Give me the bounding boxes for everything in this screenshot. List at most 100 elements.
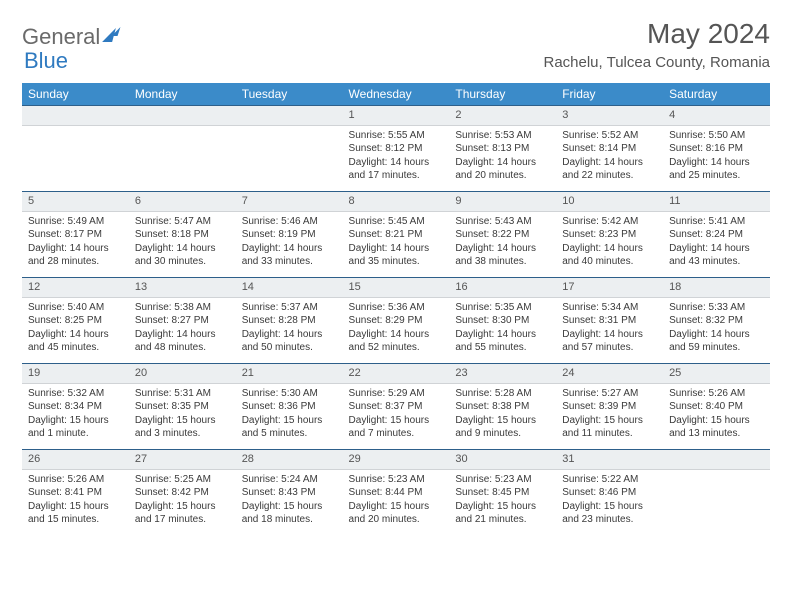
day-number: 21 xyxy=(236,363,343,384)
daylight-text: Daylight: 14 hours xyxy=(135,242,230,256)
day-details: Sunrise: 5:34 AMSunset: 8:31 PMDaylight:… xyxy=(556,298,663,359)
daylight-text: and 3 minutes. xyxy=(135,427,230,441)
daylight-text: Daylight: 14 hours xyxy=(562,242,657,256)
day-number: 12 xyxy=(22,277,129,298)
daylight-text: Daylight: 14 hours xyxy=(562,328,657,342)
sunset-text: Sunset: 8:46 PM xyxy=(562,486,657,500)
calendar-day-cell: 15Sunrise: 5:36 AMSunset: 8:29 PMDayligh… xyxy=(343,277,450,363)
sunrise-text: Sunrise: 5:26 AM xyxy=(669,387,764,401)
daylight-text: and 1 minute. xyxy=(28,427,123,441)
calendar-day-cell: 12Sunrise: 5:40 AMSunset: 8:25 PMDayligh… xyxy=(22,277,129,363)
daylight-text: and 40 minutes. xyxy=(562,255,657,269)
weekday-header: Friday xyxy=(556,83,663,105)
calendar-week-row: 26Sunrise: 5:26 AMSunset: 8:41 PMDayligh… xyxy=(22,449,770,535)
day-details: Sunrise: 5:23 AMSunset: 8:44 PMDaylight:… xyxy=(343,470,450,531)
day-details xyxy=(663,470,770,477)
sunset-text: Sunset: 8:34 PM xyxy=(28,400,123,414)
sunset-text: Sunset: 8:37 PM xyxy=(349,400,444,414)
calendar-day-cell xyxy=(129,105,236,191)
sunset-text: Sunset: 8:13 PM xyxy=(455,142,550,156)
sunset-text: Sunset: 8:17 PM xyxy=(28,228,123,242)
daylight-text: Daylight: 14 hours xyxy=(669,156,764,170)
day-number: 3 xyxy=(556,105,663,126)
day-details: Sunrise: 5:23 AMSunset: 8:45 PMDaylight:… xyxy=(449,470,556,531)
sunset-text: Sunset: 8:40 PM xyxy=(669,400,764,414)
calendar-day-cell: 29Sunrise: 5:23 AMSunset: 8:44 PMDayligh… xyxy=(343,449,450,535)
day-number: 18 xyxy=(663,277,770,298)
sunset-text: Sunset: 8:14 PM xyxy=(562,142,657,156)
sunset-text: Sunset: 8:35 PM xyxy=(135,400,230,414)
sunrise-text: Sunrise: 5:25 AM xyxy=(135,473,230,487)
day-number: 23 xyxy=(449,363,556,384)
calendar-day-cell: 31Sunrise: 5:22 AMSunset: 8:46 PMDayligh… xyxy=(556,449,663,535)
day-details: Sunrise: 5:24 AMSunset: 8:43 PMDaylight:… xyxy=(236,470,343,531)
sunset-text: Sunset: 8:29 PM xyxy=(349,314,444,328)
calendar-week-row: 1Sunrise: 5:55 AMSunset: 8:12 PMDaylight… xyxy=(22,105,770,191)
day-number: 25 xyxy=(663,363,770,384)
day-number: 19 xyxy=(22,363,129,384)
daylight-text: Daylight: 15 hours xyxy=(349,414,444,428)
day-details: Sunrise: 5:26 AMSunset: 8:41 PMDaylight:… xyxy=(22,470,129,531)
sunrise-text: Sunrise: 5:31 AM xyxy=(135,387,230,401)
brand-part2: Blue xyxy=(24,48,68,74)
daylight-text: Daylight: 15 hours xyxy=(669,414,764,428)
sunrise-text: Sunrise: 5:38 AM xyxy=(135,301,230,315)
daylight-text: and 23 minutes. xyxy=(562,513,657,527)
calendar-day-cell: 13Sunrise: 5:38 AMSunset: 8:27 PMDayligh… xyxy=(129,277,236,363)
header: General May 2024 Rachelu, Tulcea County,… xyxy=(22,18,770,71)
day-details: Sunrise: 5:41 AMSunset: 8:24 PMDaylight:… xyxy=(663,212,770,273)
sunrise-text: Sunrise: 5:28 AM xyxy=(455,387,550,401)
day-number xyxy=(22,105,129,126)
calendar-day-cell: 7Sunrise: 5:46 AMSunset: 8:19 PMDaylight… xyxy=(236,191,343,277)
weekday-header: Tuesday xyxy=(236,83,343,105)
daylight-text: and 5 minutes. xyxy=(242,427,337,441)
daylight-text: and 30 minutes. xyxy=(135,255,230,269)
daylight-text: and 28 minutes. xyxy=(28,255,123,269)
daylight-text: Daylight: 15 hours xyxy=(28,500,123,514)
sunrise-text: Sunrise: 5:50 AM xyxy=(669,129,764,143)
daylight-text: and 21 minutes. xyxy=(455,513,550,527)
sunrise-text: Sunrise: 5:33 AM xyxy=(669,301,764,315)
day-details: Sunrise: 5:36 AMSunset: 8:29 PMDaylight:… xyxy=(343,298,450,359)
daylight-text: and 38 minutes. xyxy=(455,255,550,269)
day-details: Sunrise: 5:25 AMSunset: 8:42 PMDaylight:… xyxy=(129,470,236,531)
day-details: Sunrise: 5:26 AMSunset: 8:40 PMDaylight:… xyxy=(663,384,770,445)
daylight-text: and 20 minutes. xyxy=(349,513,444,527)
logo-triangle-icon xyxy=(112,27,121,36)
brand-part1: General xyxy=(22,24,100,50)
daylight-text: Daylight: 14 hours xyxy=(28,328,123,342)
calendar-day-cell: 24Sunrise: 5:27 AMSunset: 8:39 PMDayligh… xyxy=(556,363,663,449)
calendar-day-cell: 3Sunrise: 5:52 AMSunset: 8:14 PMDaylight… xyxy=(556,105,663,191)
sunset-text: Sunset: 8:42 PM xyxy=(135,486,230,500)
calendar-day-cell: 23Sunrise: 5:28 AMSunset: 8:38 PMDayligh… xyxy=(449,363,556,449)
day-number: 31 xyxy=(556,449,663,470)
calendar-day-cell: 27Sunrise: 5:25 AMSunset: 8:42 PMDayligh… xyxy=(129,449,236,535)
day-number: 2 xyxy=(449,105,556,126)
daylight-text: Daylight: 14 hours xyxy=(669,328,764,342)
page-title: May 2024 xyxy=(543,18,770,50)
calendar-day-cell: 18Sunrise: 5:33 AMSunset: 8:32 PMDayligh… xyxy=(663,277,770,363)
day-number: 8 xyxy=(343,191,450,212)
calendar-day-cell: 25Sunrise: 5:26 AMSunset: 8:40 PMDayligh… xyxy=(663,363,770,449)
brand-logo: General xyxy=(22,24,124,50)
day-number: 28 xyxy=(236,449,343,470)
sunset-text: Sunset: 8:39 PM xyxy=(562,400,657,414)
sunrise-text: Sunrise: 5:24 AM xyxy=(242,473,337,487)
calendar-day-cell: 22Sunrise: 5:29 AMSunset: 8:37 PMDayligh… xyxy=(343,363,450,449)
calendar-day-cell: 2Sunrise: 5:53 AMSunset: 8:13 PMDaylight… xyxy=(449,105,556,191)
calendar-day-cell: 14Sunrise: 5:37 AMSunset: 8:28 PMDayligh… xyxy=(236,277,343,363)
day-details: Sunrise: 5:43 AMSunset: 8:22 PMDaylight:… xyxy=(449,212,556,273)
sunset-text: Sunset: 8:44 PM xyxy=(349,486,444,500)
calendar-day-cell xyxy=(22,105,129,191)
sunset-text: Sunset: 8:43 PM xyxy=(242,486,337,500)
sunset-text: Sunset: 8:21 PM xyxy=(349,228,444,242)
sunrise-text: Sunrise: 5:26 AM xyxy=(28,473,123,487)
day-number: 10 xyxy=(556,191,663,212)
daylight-text: Daylight: 15 hours xyxy=(242,500,337,514)
daylight-text: and 15 minutes. xyxy=(28,513,123,527)
daylight-text: and 33 minutes. xyxy=(242,255,337,269)
day-details: Sunrise: 5:32 AMSunset: 8:34 PMDaylight:… xyxy=(22,384,129,445)
daylight-text: and 7 minutes. xyxy=(349,427,444,441)
day-details: Sunrise: 5:52 AMSunset: 8:14 PMDaylight:… xyxy=(556,126,663,187)
daylight-text: Daylight: 15 hours xyxy=(562,414,657,428)
